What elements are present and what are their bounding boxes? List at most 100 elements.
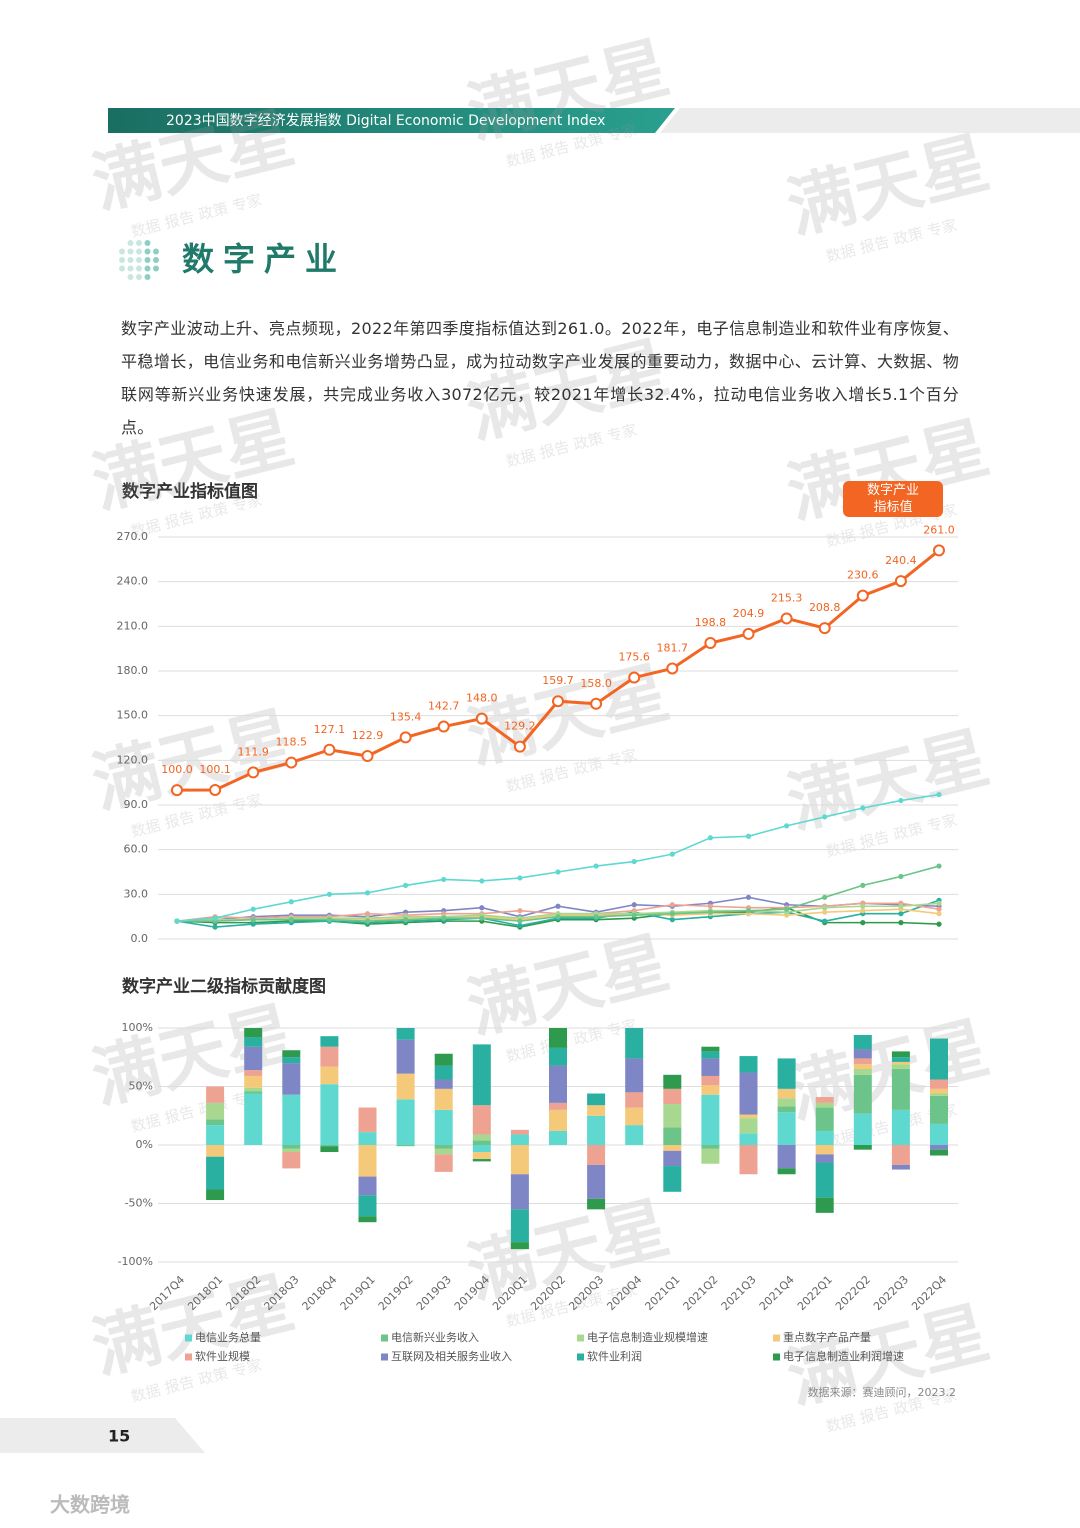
- data-label: 135.4: [390, 710, 422, 723]
- bar-segment: [396, 1099, 415, 1145]
- bar-segment: [206, 1156, 225, 1190]
- point: [894, 575, 907, 588]
- bar-segment: [930, 1095, 948, 1124]
- bar-segment: [815, 1107, 834, 1131]
- y-tick-label: -100%: [118, 1255, 153, 1268]
- point: [822, 909, 828, 915]
- bar-segment: [815, 1197, 834, 1213]
- point: [745, 908, 752, 914]
- bar-segment: [282, 1050, 301, 1058]
- point: [936, 906, 942, 912]
- bar-segment: [930, 1093, 948, 1096]
- point: [898, 911, 904, 917]
- point: [860, 882, 866, 889]
- bar-segment: [244, 1093, 263, 1145]
- point: [704, 637, 717, 650]
- point: [517, 918, 523, 924]
- bar-segment: [930, 1123, 948, 1145]
- icon-dot: [127, 257, 134, 263]
- bar-segment: [434, 1065, 453, 1080]
- bar-segment: [549, 1130, 567, 1145]
- point: [437, 720, 450, 733]
- point: [174, 918, 180, 924]
- icon-dot: [127, 240, 134, 246]
- x-tick-label: 2019Q1: [338, 1273, 378, 1313]
- point: [898, 873, 904, 880]
- x-tick-label: 2022Q2: [833, 1273, 873, 1313]
- point: [513, 740, 526, 753]
- data-label: 175.6: [618, 651, 650, 664]
- point: [593, 914, 599, 920]
- bar-segment: [587, 1198, 606, 1210]
- x-tick-label: 2021Q1: [642, 1273, 682, 1313]
- point: [212, 915, 218, 921]
- point: [209, 783, 222, 796]
- bar-segment: [777, 1112, 796, 1145]
- icon-dot: [144, 240, 151, 246]
- bar-segment: [549, 1047, 567, 1066]
- point: [403, 917, 409, 923]
- legend: 数字产业指标值: [843, 481, 943, 517]
- legend-swatch: [577, 1334, 584, 1342]
- bar-segment: [891, 1051, 910, 1058]
- point: [822, 918, 828, 924]
- bar-segment: [358, 1176, 377, 1196]
- data-label: 158.0: [580, 677, 612, 690]
- bar-segment: [510, 1129, 529, 1135]
- bar-segment: [625, 1028, 644, 1059]
- bar-segment: [434, 1088, 453, 1110]
- bar-segment: [739, 1072, 758, 1115]
- point: [822, 814, 828, 820]
- y-tick-label: 50%: [129, 1080, 153, 1093]
- bar-segment: [472, 1044, 491, 1106]
- point: [479, 915, 485, 921]
- point: [822, 905, 828, 911]
- data-label: 148.0: [466, 692, 498, 705]
- bar-segment: [358, 1107, 377, 1133]
- point: [666, 662, 679, 675]
- y-tick-label: 60.0: [124, 843, 149, 856]
- data-label: 159.7: [542, 674, 574, 687]
- bar-segment: [853, 1064, 872, 1069]
- bar-segment: [625, 1092, 644, 1108]
- y-tick-label: 90.0: [124, 798, 149, 811]
- point: [784, 906, 790, 912]
- point: [323, 743, 336, 756]
- point: [555, 903, 561, 909]
- bar-segment: [587, 1115, 606, 1145]
- point: [631, 912, 637, 918]
- bar-segment: [244, 1091, 263, 1094]
- bar-segment: [853, 1035, 872, 1050]
- point: [860, 920, 866, 926]
- icon-dot: [144, 274, 151, 280]
- page-number: 15: [108, 1427, 130, 1446]
- point: [669, 902, 675, 908]
- watermark-brand: 满天星: [459, 923, 676, 1049]
- point: [707, 909, 714, 915]
- source-note: 数据来源：赛迪顾问，2023.2: [808, 1385, 957, 1399]
- point: [517, 923, 523, 929]
- point: [936, 791, 942, 798]
- point: [669, 911, 675, 917]
- data-label: 129.2: [504, 720, 536, 733]
- point: [247, 766, 260, 779]
- bar-segment: [701, 1094, 720, 1145]
- y-tick-label: 100%: [122, 1021, 153, 1034]
- page-tab: [0, 1418, 205, 1453]
- bar-segment: [663, 1104, 682, 1128]
- y-tick-label: 120.0: [117, 753, 149, 766]
- point: [707, 903, 714, 909]
- icon-dot: [127, 248, 134, 255]
- bar-segment: [701, 1085, 720, 1095]
- point: [745, 894, 752, 900]
- point: [936, 900, 942, 906]
- icon-dot: [119, 265, 125, 272]
- point: [479, 878, 485, 884]
- watermark-brand: 满天星: [779, 1008, 996, 1134]
- bar-segment: [396, 1073, 415, 1100]
- bar-segment: [510, 1242, 529, 1250]
- icon-dot: [144, 265, 151, 272]
